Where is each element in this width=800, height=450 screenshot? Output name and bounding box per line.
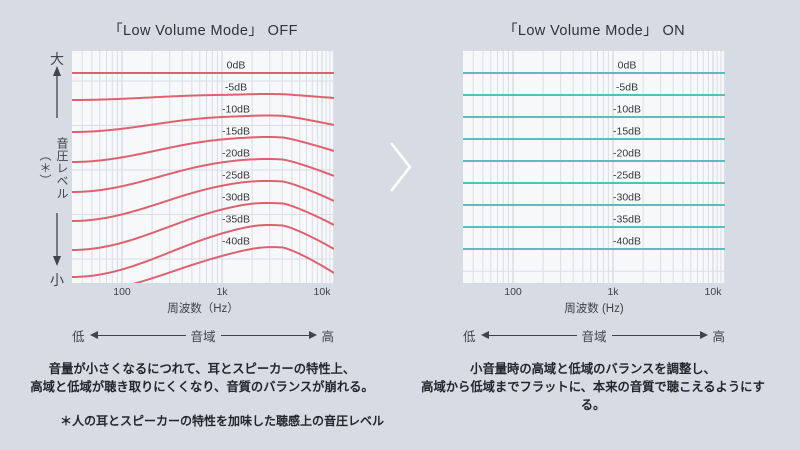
chart-title: 「Low Volume Mode」 OFF [108, 23, 298, 39]
db-curve--30dB [72, 202, 334, 251]
chart-title: 「Low Volume Mode」 ON [502, 23, 686, 39]
range-line [611, 334, 700, 336]
footnote: ＊人の耳とスピーカーの特性を加味した聴感上の音圧レベル [60, 414, 385, 428]
caption: 音量が小さくなるにつれて、耳とスピーカーの特性上、 高域と低域が聴き取りにくくな… [22, 360, 382, 396]
arrow-up-icon [53, 66, 61, 118]
caption-line: 高域と低域が聴き取りにくくなり、音質のバランスが崩れる。 [30, 380, 374, 394]
db-curve-label: -25dB [613, 170, 641, 182]
range-line [220, 334, 309, 336]
range-low-label: 低 [463, 329, 476, 344]
db-curve-label: -30dB [613, 192, 641, 204]
x-tick: 10k [313, 286, 331, 298]
caption-line: 高域から低域までフラットに、本来の音質で聴こえるようにする。 [421, 380, 765, 412]
db-curve-label: -20dB [222, 148, 250, 160]
range-row: 低 音域 高 [72, 327, 335, 344]
range-mid-label: 音域 [581, 329, 607, 344]
db-curve-label: -40dB [613, 236, 641, 248]
range-mid-label: 音域 [190, 329, 216, 344]
db-curve--20dB [72, 158, 334, 193]
range-high-label: 高 [712, 329, 726, 344]
db-curve-label: -40dB [222, 236, 250, 248]
flat-response-chart: 0dB -5dB -10dB -15dB -20dB -25dB -30dB -35dB -40… [463, 51, 725, 283]
arrow-down-icon [53, 213, 61, 266]
chevron-right-icon [389, 142, 412, 192]
panel-low-volume-off: 「Low Volume Mode」 OFF 0dB -5dB -10dB -15dB -… [22, 23, 382, 396]
x-tick: 1k [216, 286, 228, 298]
arrow-right-icon [699, 331, 708, 339]
db-curve--5dB [72, 93, 334, 101]
db-curve-label: 0dB [227, 60, 246, 72]
arrow-right-icon [308, 331, 317, 339]
db-curve-label: -10dB [222, 104, 250, 116]
db-curve-label: -20dB [613, 148, 641, 160]
range-low-label: 低 [72, 329, 85, 344]
db-curve--35dB [72, 224, 334, 278]
db-curve--10dB [72, 114, 334, 133]
x-axis-label: 周波数（Hz） [167, 303, 239, 315]
arrow-left-icon [89, 331, 98, 339]
db-curve-label: -35dB [222, 214, 250, 226]
db-curve--40dB [132, 246, 334, 283]
db-curve-label: 0dB [618, 60, 637, 72]
db-curve-label: -35dB [613, 214, 641, 226]
panel-low-volume-on: 「Low Volume Mode」 ON 0dB -5dB -10dB -15dB -2… [391, 0, 791, 450]
y-axis-max-label: 大 [50, 51, 64, 67]
range-high-label: 高 [321, 329, 335, 344]
db-curve-label: -15dB [222, 126, 250, 138]
range-row: 低 音域 高 [463, 327, 726, 344]
range-line [97, 334, 186, 336]
db-curve-label: -10dB [613, 104, 641, 116]
caption-line: 音量が小さくなるにつれて、耳とスピーカーの特性上、 [48, 362, 356, 376]
db-curve-label: -30dB [222, 192, 250, 204]
caption: 小音量時の高域と低域のバランスを調整し、 高域から低域までフラットに、本来の音質… [413, 360, 773, 414]
db-curve-label: -5dB [616, 82, 638, 94]
x-tick: 100 [504, 286, 522, 298]
x-axis-ticks: 100 1k 10k [72, 286, 334, 299]
range-line [488, 334, 577, 336]
db-curve-label: -15dB [613, 126, 641, 138]
db-curve-label: -5dB [225, 82, 247, 94]
caption-line: 小音量時の高域と低域のバランスを調整し、 [470, 362, 716, 376]
loudness-curves-chart: 0dB -5dB -10dB -15dB -20dB -25dB -30dB -35dB -40… [72, 51, 334, 283]
x-tick: 10k [704, 286, 722, 298]
y-axis-min-label: 小 [50, 272, 64, 288]
db-curve--25dB [72, 180, 334, 222]
x-tick: 100 [113, 286, 131, 298]
x-axis-ticks: 100 1k 10k [463, 286, 725, 299]
x-tick: 1k [607, 286, 619, 298]
x-axis-label: 周波数 (Hz) [564, 303, 624, 315]
db-curve--15dB [72, 136, 334, 163]
arrow-left-icon [480, 331, 489, 339]
db-curve-label: -25dB [222, 170, 250, 182]
